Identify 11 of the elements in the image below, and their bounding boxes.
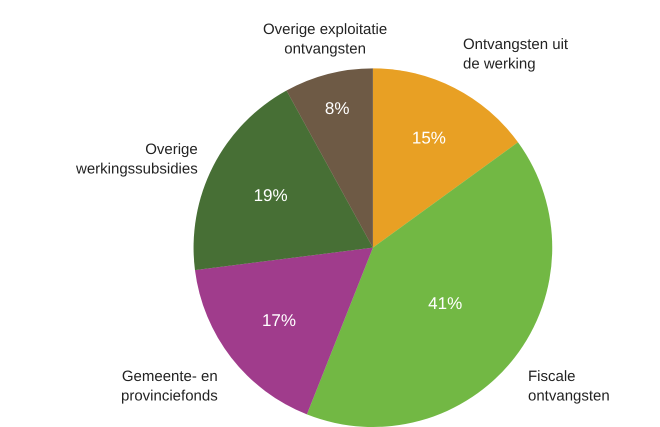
slice-label: Overige exploitatie ontvangsten	[263, 21, 388, 58]
pie-slice	[286, 68, 373, 248]
data-label: 19%	[254, 186, 288, 206]
slice-label: Gemeente- en provinciefonds	[121, 368, 218, 404]
slice-label: Overige werkingssubsidies	[75, 141, 198, 178]
data-label: 17%	[262, 311, 296, 330]
data-label: 15%	[412, 128, 446, 148]
slice-label: Ontvangsten uit de werking	[463, 36, 569, 72]
data-label: 8%	[324, 99, 350, 118]
data-label: 41%	[428, 294, 462, 314]
slice-label: Fiscale ontvangsten	[528, 368, 610, 404]
